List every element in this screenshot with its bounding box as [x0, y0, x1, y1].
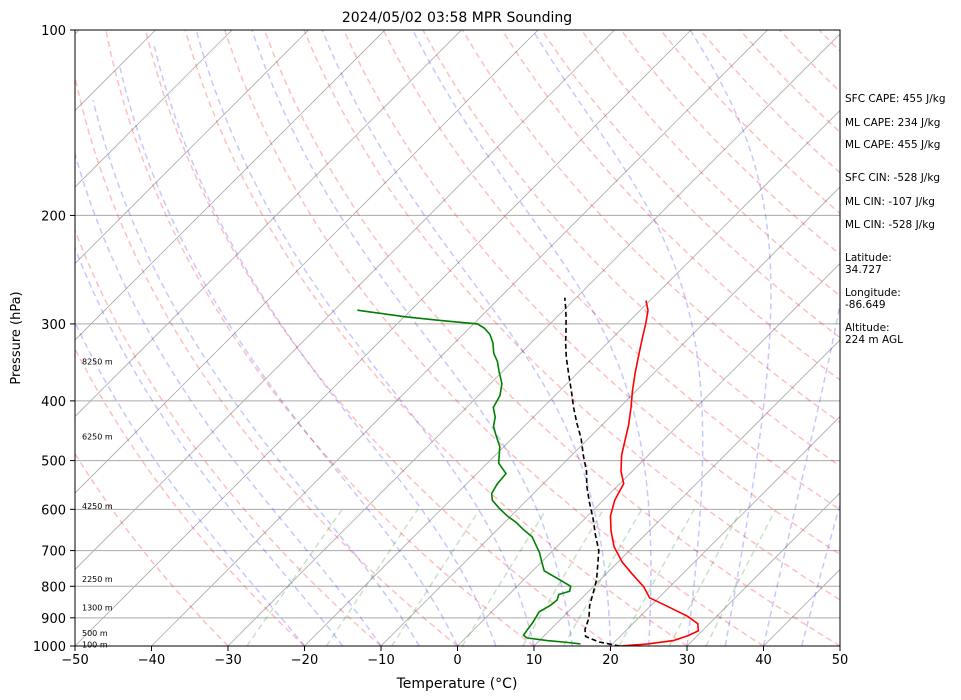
moist-adiabat-line [251, 30, 574, 646]
isotherm-line [75, 30, 539, 494]
dry-adiabat-line [580, 30, 840, 297]
ml-cape-text-2: ML CAPE: 455 J/kg [845, 139, 941, 151]
isotherm-line [75, 30, 386, 341]
isotherm-line [227, 33, 840, 646]
altitude-text: Altitude: 224 m AGL [845, 322, 903, 346]
y-tick-label: 1000 [33, 640, 66, 655]
mixing-ratio-line [461, 508, 547, 646]
isotherm-line [610, 415, 840, 646]
height-label: 4250 m [82, 502, 113, 511]
y-tick-label: 600 [41, 503, 66, 518]
isotherm-line [75, 30, 692, 646]
y-tick-label: 800 [41, 580, 66, 595]
mixing-ratio-line [562, 508, 643, 646]
parcel-path-line [564, 297, 620, 646]
x-tick-label: 10 [526, 653, 543, 668]
moist-adiabat-line [92, 100, 420, 646]
x-tick-label: 20 [602, 653, 619, 668]
isotherm-line [75, 30, 233, 188]
y-axis-ticks: 100 200 300 400 500 600 700 800 900 1000 [33, 24, 75, 655]
moist-adiabat-line [762, 300, 840, 646]
moist-adiabat-line [152, 42, 497, 646]
y-tick-label: 400 [41, 395, 66, 410]
isotherm-line [304, 109, 840, 646]
height-label: 2250 m [82, 575, 113, 584]
mixing-ratio-line [522, 508, 605, 646]
dry-adiabat-line [263, 30, 840, 646]
longitude-text: Longitude: -86.649 [845, 287, 901, 311]
dry-adiabat-line [342, 30, 840, 556]
dry-adiabat-line [382, 30, 840, 511]
dry-adiabat-line [184, 30, 688, 646]
x-tick-label: 0 [453, 653, 461, 668]
x-tick-label: 40 [755, 653, 772, 668]
y-tick-label: 300 [41, 318, 66, 333]
isotherm-line [151, 30, 768, 646]
mixing-ratio-line [668, 508, 742, 646]
ml-cin-text-2: ML CIN: -528 J/kg [845, 219, 935, 231]
moist-adiabat-line [195, 30, 535, 646]
chart-title: 2024/05/02 03:58 MPR Sounding [342, 10, 572, 26]
x-tick-label: 30 [679, 653, 696, 668]
isotherm-line [380, 186, 840, 646]
dry-adiabat-line [422, 30, 840, 467]
mixing-ratio-line [391, 508, 481, 646]
moist-adiabat-line [801, 502, 840, 646]
background-lines [75, 30, 840, 646]
mixing-ratio-line [618, 508, 695, 646]
x-axis-label: Temperature (°C) [396, 676, 518, 692]
dry-adiabat-line [303, 30, 840, 601]
moist-adiabat-line [532, 30, 704, 646]
dry-adiabat-line [75, 228, 382, 646]
y-axis-label: Pressure (hPa) [9, 291, 24, 384]
mixing-ratio-line [325, 508, 419, 646]
moist-adiabat-line [321, 30, 612, 646]
dry-adiabat-line [144, 30, 611, 646]
y-tick-label: 200 [41, 209, 66, 224]
moist-adiabat-line [75, 320, 306, 646]
ml-cin-text: ML CIN: -107 J/kg [845, 196, 935, 208]
moist-adiabat-line [412, 30, 652, 646]
x-tick-label: −40 [138, 653, 165, 668]
moist-adiabat-line [689, 30, 772, 646]
height-label: 6250 m [82, 433, 113, 442]
y-tick-label: 100 [41, 24, 66, 39]
dry-adiabat-line [105, 30, 535, 646]
sfc-cape-text: SFC CAPE: 455 J/kg [845, 93, 946, 105]
y-tick-label: 900 [41, 612, 66, 627]
isotherm-line [75, 30, 309, 265]
height-label: 8250 m [82, 357, 113, 366]
data-series [357, 297, 700, 646]
isotherm-line [75, 30, 462, 418]
isotherm-line [75, 30, 615, 571]
latitude-text: Latitude: 34.727 [845, 252, 892, 276]
isotherm-line [533, 339, 840, 646]
dry-adiabat-line [75, 347, 306, 646]
x-tick-label: −30 [214, 653, 241, 668]
x-tick-label: −20 [291, 653, 318, 668]
temperature-line [609, 300, 700, 646]
dewpoint-line [357, 309, 581, 645]
height-label: 500 m [82, 629, 108, 638]
y-tick-label: 500 [41, 455, 66, 470]
isotherm-line [457, 262, 840, 646]
mixing-ratio-line [246, 508, 343, 646]
sfc-cin-text: SFC CIN: -528 J/kg [845, 172, 941, 184]
x-axis-ticks: −50 −40 −30 −20 −10 0 10 20 30 40 50 [61, 646, 848, 668]
height-labels: 8250 m 6250 m 4250 m 2250 m 1300 m 500 m 100 m [82, 357, 113, 649]
isotherm-line [686, 492, 840, 646]
x-tick-label: −10 [367, 653, 394, 668]
mixing-ratio-line [705, 508, 777, 646]
y-tick-label: 700 [41, 545, 66, 560]
height-label: 1300 m [82, 604, 113, 613]
height-label: 100 m [82, 641, 108, 650]
ml-cape-text: ML CAPE: 234 J/kg [845, 117, 941, 129]
moist-adiabat-line [75, 246, 344, 646]
moist-adiabat-line [75, 151, 382, 646]
dry-adiabat-line [75, 73, 458, 646]
x-tick-label: −50 [61, 653, 88, 668]
x-tick-label: 50 [832, 653, 849, 668]
